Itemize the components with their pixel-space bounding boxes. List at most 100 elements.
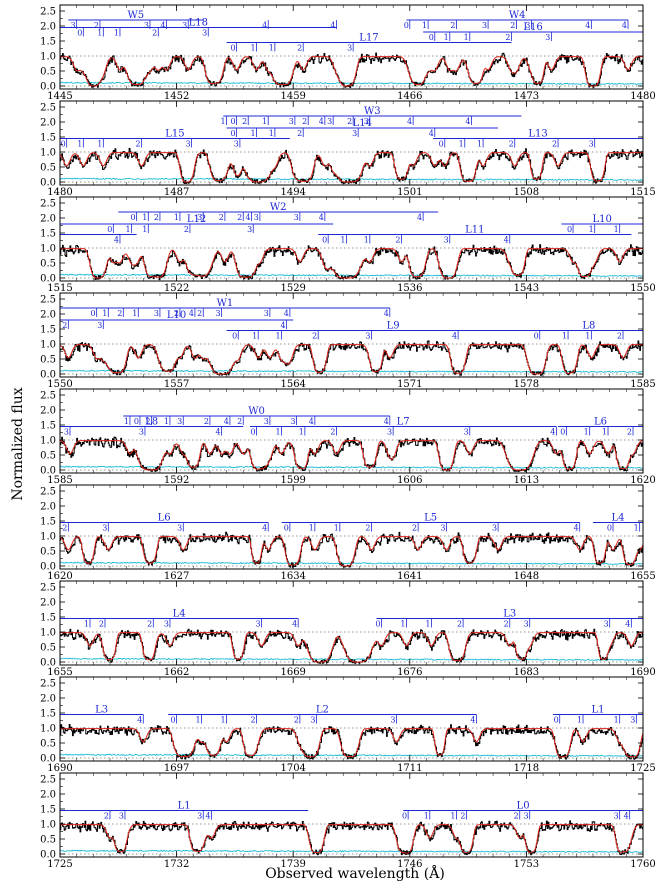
transition-label: 2	[509, 140, 514, 149]
band-name-label: W2	[270, 202, 287, 213]
y-tick-label: 1.5	[40, 37, 56, 48]
band-name-label: L8	[145, 417, 158, 428]
transition-label: 0	[91, 309, 96, 318]
y-tick-label: 1.5	[40, 421, 56, 432]
transition-label: 2	[242, 117, 247, 126]
transition-label: 2	[450, 21, 455, 30]
band-name-label: L14	[353, 118, 372, 129]
x-tick-label: 1627	[164, 571, 189, 582]
transition-label: 0	[232, 332, 237, 341]
transition-label: 0	[322, 236, 327, 245]
transition-label: 4	[417, 213, 422, 222]
x-tick-label: 1697	[164, 763, 189, 774]
band-name-label: L0	[517, 801, 530, 812]
transition-label: 1	[132, 309, 137, 318]
transition-label: 2	[197, 309, 202, 318]
y-tick-label: 0.5	[40, 739, 56, 750]
y-tick-label: 2.0	[40, 598, 56, 609]
transition-label: 4	[161, 21, 166, 30]
transition-label: 1	[477, 140, 482, 149]
x-tick-label: 1445	[47, 91, 72, 102]
y-tick-label: 2.0	[40, 214, 56, 225]
transition-label: 0	[134, 417, 139, 426]
transition-band: 0 1 1 2 3 L17	[226, 33, 512, 53]
band-name-label: L6	[594, 417, 607, 428]
transition-label: 1	[444, 33, 449, 42]
transition-label: 3	[202, 29, 207, 38]
transition-label: 4	[452, 332, 457, 341]
transition-label: 3	[71, 21, 76, 30]
model-spectrum-line	[59, 344, 643, 375]
transition-label: 3	[524, 620, 529, 629]
transition-label: 0	[607, 524, 612, 533]
band-name-label: W3	[364, 106, 381, 117]
panel-frame	[59, 676, 644, 762]
transition-label: 4	[625, 620, 630, 629]
x-tick-label: 1585	[630, 379, 655, 390]
transition-label: 1	[589, 225, 594, 234]
x-tick-label: 1676	[397, 667, 422, 678]
model-spectrum-line	[60, 824, 643, 854]
transition-label: 0	[404, 21, 409, 30]
transition-label: 4	[465, 117, 470, 126]
error-spectrum-line	[59, 849, 644, 853]
transition-label: 1	[424, 812, 429, 821]
transition-label: 1	[164, 417, 169, 426]
data-spectrum-line	[60, 340, 644, 376]
transition-band: 0 1 L4	[593, 513, 643, 533]
chart-panel: 4 L3 0 1 1 2 2 3 3 4 L2 0 1 1 3 L1 0.0 0.5 1.0 1.5 2.0 2.5 169…	[40, 676, 656, 774]
transition-label: 1	[97, 29, 102, 38]
x-tick-label: 1459	[280, 91, 305, 102]
transition-label: 1	[174, 213, 179, 222]
y-tick-label: 0.5	[40, 451, 56, 462]
x-tick-label: 1473	[514, 91, 539, 102]
y-tick-label: 2.0	[40, 502, 56, 513]
transition-label: 1	[220, 716, 225, 725]
transition-label: 2	[219, 213, 224, 222]
y-tick-label: 1.0	[40, 820, 56, 831]
transition-label: 4	[262, 524, 267, 533]
transition-label: 2	[152, 29, 157, 38]
x-tick-label: 1753	[514, 859, 539, 870]
transition-label: 4	[319, 117, 324, 126]
transition-label: 3	[464, 428, 469, 437]
band-name-label: L1	[178, 801, 191, 812]
transition-label: 3	[524, 812, 529, 821]
transition-band: 1 0 2 1 3 2 4 3 2 3 4 4W3	[220, 106, 522, 126]
transition-band: 3 3 4 L8	[60, 417, 244, 437]
transition-label: 2	[510, 21, 515, 30]
transition-label: 2	[617, 332, 622, 341]
y-tick-label: 2.5	[40, 583, 56, 594]
transition-label: 2	[395, 236, 400, 245]
transition-label: 0	[230, 129, 235, 138]
transition-band: 0 1 1 2 2 3 3 4 L3	[375, 609, 643, 629]
transition-label: 0	[230, 117, 235, 126]
transition-band: 0 1 1 2 L8	[534, 321, 643, 341]
model-spectrum-line	[59, 440, 644, 471]
transition-label: 1	[425, 620, 430, 629]
x-tick-label: 1585	[47, 475, 72, 486]
transition-label: 1	[142, 213, 147, 222]
transition-label: 3	[197, 812, 202, 821]
transition-band: 0 1 1 2 2 3 3 4L0	[402, 801, 643, 821]
transition-label: 1	[126, 225, 131, 234]
transition-label: 3	[97, 321, 102, 330]
transition-label: 4	[245, 213, 250, 222]
transition-label: 3	[630, 716, 635, 725]
transition-label: 4	[407, 117, 412, 126]
y-tick-label: 1.5	[40, 709, 56, 720]
transition-label: 3	[247, 225, 252, 234]
transition-label: 4	[470, 716, 475, 725]
transition-label: 3	[234, 140, 239, 149]
band-name-label: L17	[359, 33, 378, 44]
transition-label: 2	[117, 309, 122, 318]
panel-frame	[59, 100, 644, 186]
x-tick-label: 1620	[630, 475, 655, 486]
y-tick-label: 1.0	[40, 724, 56, 735]
transition-label: 0	[560, 428, 565, 437]
band-name-label: L6	[158, 513, 171, 524]
y-tick-label: 1.5	[40, 613, 56, 624]
transition-band: 0 1 1 2 2 3 L13	[433, 129, 643, 149]
transition-label: 3	[440, 524, 445, 533]
